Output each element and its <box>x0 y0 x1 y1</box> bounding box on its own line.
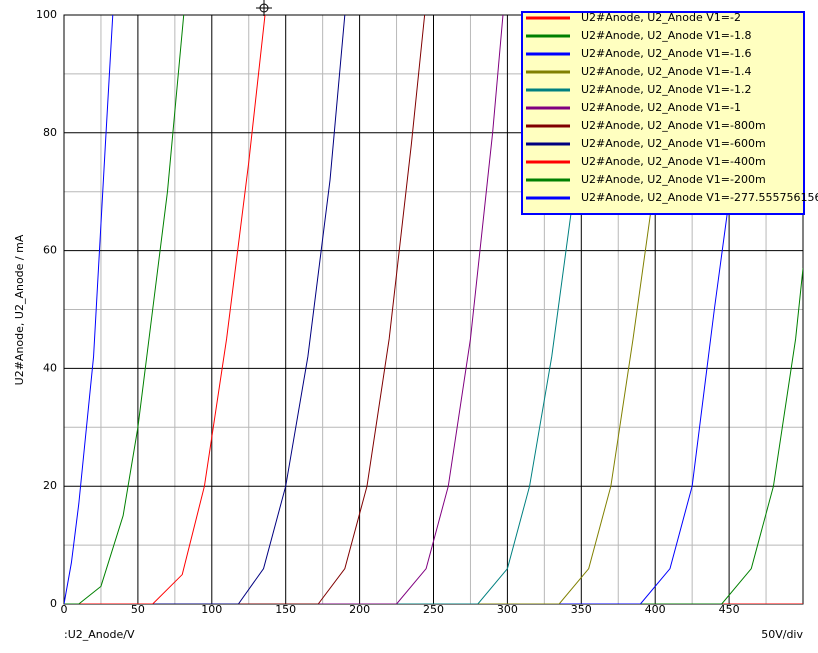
scale-note: 50V/div <box>761 628 803 641</box>
curve <box>64 15 426 604</box>
curve <box>64 15 185 604</box>
legend-label: U2#Anode, U2_Anode V1=-1.2 <box>581 83 751 96</box>
legend-label: U2#Anode, U2_Anode V1=-600m <box>581 137 766 150</box>
x-tick-label: 400 <box>645 603 666 616</box>
x-tick-label: 250 <box>423 603 444 616</box>
y-tick-label: 0 <box>50 597 57 610</box>
legend-label: U2#Anode, U2_Anode V1=-200m <box>581 173 766 186</box>
x-tick-label: 100 <box>201 603 222 616</box>
curve <box>64 15 266 604</box>
cursor <box>256 0 272 16</box>
x-tick-label: 0 <box>61 603 68 616</box>
legend-label: U2#Anode, U2_Anode V1=-277.555756156a <box>581 191 818 204</box>
x-tick-label: 200 <box>349 603 370 616</box>
y-tick-label: 100 <box>36 8 57 21</box>
legend-label: U2#Anode, U2_Anode V1=-1.8 <box>581 29 751 42</box>
legend-label: U2#Anode, U2_Anode V1=-800m <box>581 119 766 132</box>
y-tick-label: 60 <box>43 244 57 257</box>
x-tick-label: 50 <box>131 603 145 616</box>
axes: 0 50 100 150 200 250 300 350 400 450 0 20 40 60 80 100 <box>36 8 740 616</box>
y-tick-label: 40 <box>43 361 57 374</box>
y-tick-label: 80 <box>43 126 57 139</box>
legend-label: U2#Anode, U2_Anode V1=-1 <box>581 101 741 114</box>
x-tick-label: 300 <box>497 603 518 616</box>
curve <box>64 15 346 604</box>
x-tick-label: 150 <box>275 603 296 616</box>
y-axis-title: U2#Anode, U2_Anode / mA <box>13 234 26 385</box>
curve <box>64 15 504 604</box>
curve <box>64 15 114 604</box>
legend-label: U2#Anode, U2_Anode V1=-1.6 <box>581 47 751 60</box>
x-tick-label: 450 <box>719 603 740 616</box>
legend-label: U2#Anode, U2_Anode V1=-1.4 <box>581 65 751 78</box>
legend: U2#Anode, U2_Anode V1=-2 U2#Anode, U2_Ano… <box>521 11 818 215</box>
y-tick-label: 20 <box>43 479 57 492</box>
curve <box>64 268 803 604</box>
x-tick-label: 350 <box>571 603 592 616</box>
legend-label: U2#Anode, U2_Anode V1=-400m <box>581 155 766 168</box>
x-axis-title: :U2_Anode/V <box>64 628 135 641</box>
legend-label: U2#Anode, U2_Anode V1=-2 <box>581 11 741 24</box>
